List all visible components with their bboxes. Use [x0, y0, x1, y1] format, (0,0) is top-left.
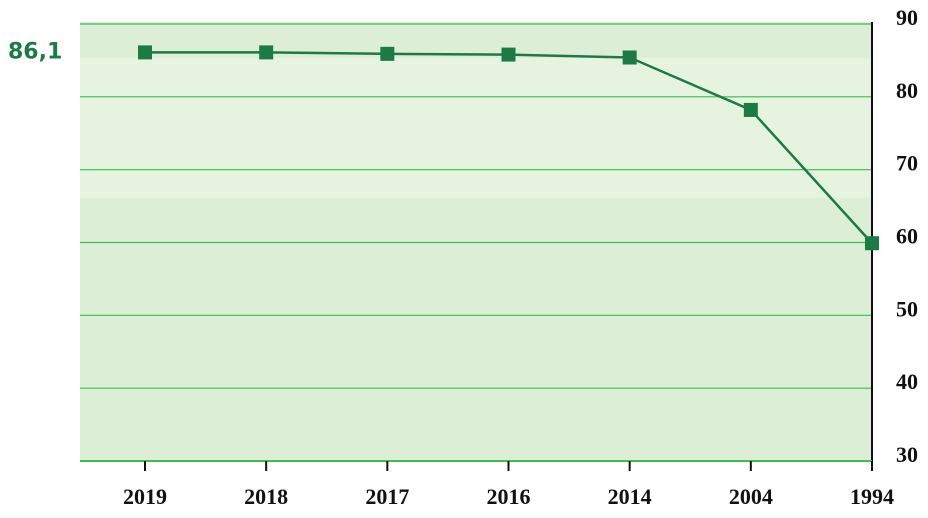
y-tick-label: 80 — [896, 78, 918, 103]
y-tick-label: 40 — [896, 369, 918, 394]
x-tick-label: 2019 — [123, 484, 167, 509]
value-label: 86,1 — [8, 39, 62, 64]
y-tick-label: 90 — [896, 5, 918, 30]
point — [743, 102, 758, 117]
point — [138, 45, 152, 60]
point — [259, 45, 274, 60]
y-tick-label: 60 — [896, 224, 918, 249]
x-tick-label: 2018 — [244, 484, 288, 509]
y-tick-label: 30 — [896, 442, 918, 467]
point — [380, 46, 395, 61]
point — [865, 236, 879, 251]
point — [501, 47, 516, 62]
x-tick-label: 1994 — [850, 484, 894, 509]
y-tick-label: 70 — [896, 151, 918, 176]
x-tick-label: 2004 — [729, 484, 773, 509]
x-tick-label: 2016 — [487, 484, 531, 509]
point — [622, 50, 637, 65]
x-tick-label: 2014 — [608, 484, 652, 509]
x-tick-label: 2017 — [365, 484, 409, 509]
y-tick-label: 50 — [896, 296, 918, 321]
background-image — [80, 58, 872, 198]
